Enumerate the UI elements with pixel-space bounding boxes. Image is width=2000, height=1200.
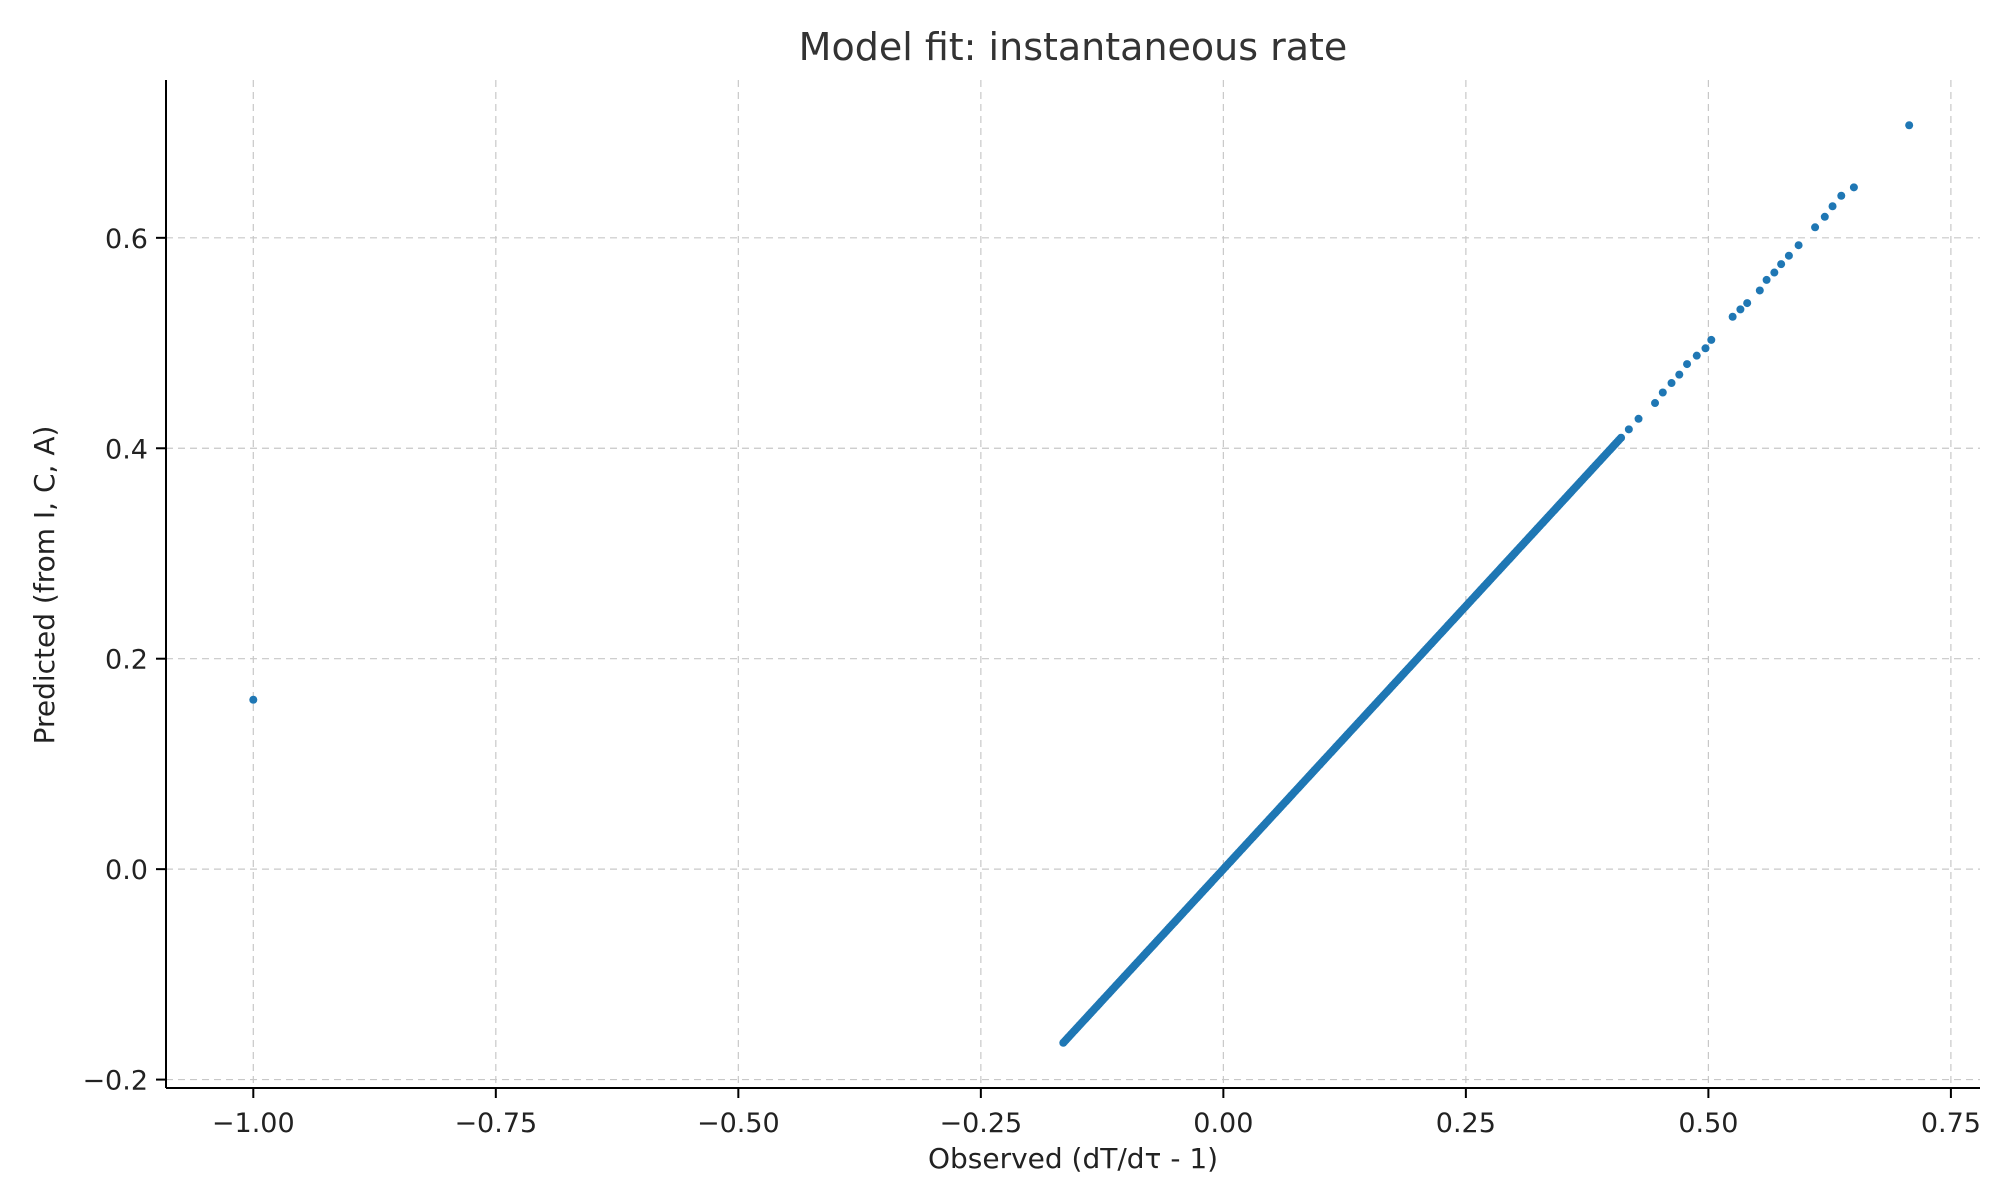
- data-point: [1837, 191, 1846, 200]
- data-point: [1692, 351, 1701, 360]
- chart-title: Model fit: instantaneous rate: [799, 25, 1348, 69]
- data-point: [1762, 275, 1771, 284]
- data-point: [1820, 212, 1829, 221]
- data-point: [1707, 335, 1716, 344]
- y-axis-label: Predicted (from I, C, A): [28, 426, 61, 745]
- ticks: −1.00 −0.75 −0.50 −0.25 0.00 0.25 0.50 0.75 −0.2…: [82, 224, 1981, 1139]
- data-point: [1651, 399, 1660, 408]
- x-tick-label: 0.25: [1436, 1108, 1496, 1139]
- data-point: [249, 695, 258, 704]
- y-tick-label: −0.2: [82, 1066, 148, 1097]
- data-point: [1794, 241, 1803, 250]
- data-point: [1728, 312, 1737, 321]
- data-point: [1667, 379, 1676, 388]
- y-tick-label: 0.0: [105, 855, 148, 886]
- data-point: [1736, 305, 1745, 314]
- x-tick-label: −0.75: [454, 1108, 537, 1139]
- data-point: [1811, 223, 1820, 232]
- x-tick-label: 0.50: [1678, 1108, 1738, 1139]
- data-point: [1634, 414, 1643, 423]
- data-point: [1784, 251, 1793, 260]
- data-point: [1624, 425, 1633, 434]
- x-tick-label: 0.00: [1193, 1108, 1253, 1139]
- y-tick-label: 0.2: [105, 645, 148, 676]
- x-axis-label: Observed (dT/dτ - 1): [928, 1142, 1218, 1175]
- data-point: [1675, 370, 1684, 379]
- data-points: [249, 121, 1914, 1047]
- data-point: [1701, 344, 1710, 353]
- data-point: [1617, 433, 1626, 442]
- data-point: [1828, 202, 1837, 211]
- grid: [166, 80, 1980, 1088]
- data-point: [1905, 121, 1914, 130]
- data-point: [1683, 360, 1692, 369]
- data-point: [1849, 183, 1858, 192]
- x-tick-label: −1.00: [212, 1108, 295, 1139]
- y-tick-label: 0.4: [105, 434, 148, 465]
- axes: [165, 80, 1980, 1089]
- x-tick-label: −0.50: [697, 1108, 780, 1139]
- x-tick-label: 0.75: [1921, 1108, 1981, 1139]
- data-point: [1770, 268, 1779, 277]
- data-point: [1755, 286, 1764, 295]
- y-tick-label: 0.6: [105, 224, 148, 255]
- data-point: [1777, 260, 1786, 269]
- data-point: [1658, 388, 1667, 397]
- x-tick-label: −0.25: [939, 1108, 1022, 1139]
- data-point: [1743, 299, 1752, 308]
